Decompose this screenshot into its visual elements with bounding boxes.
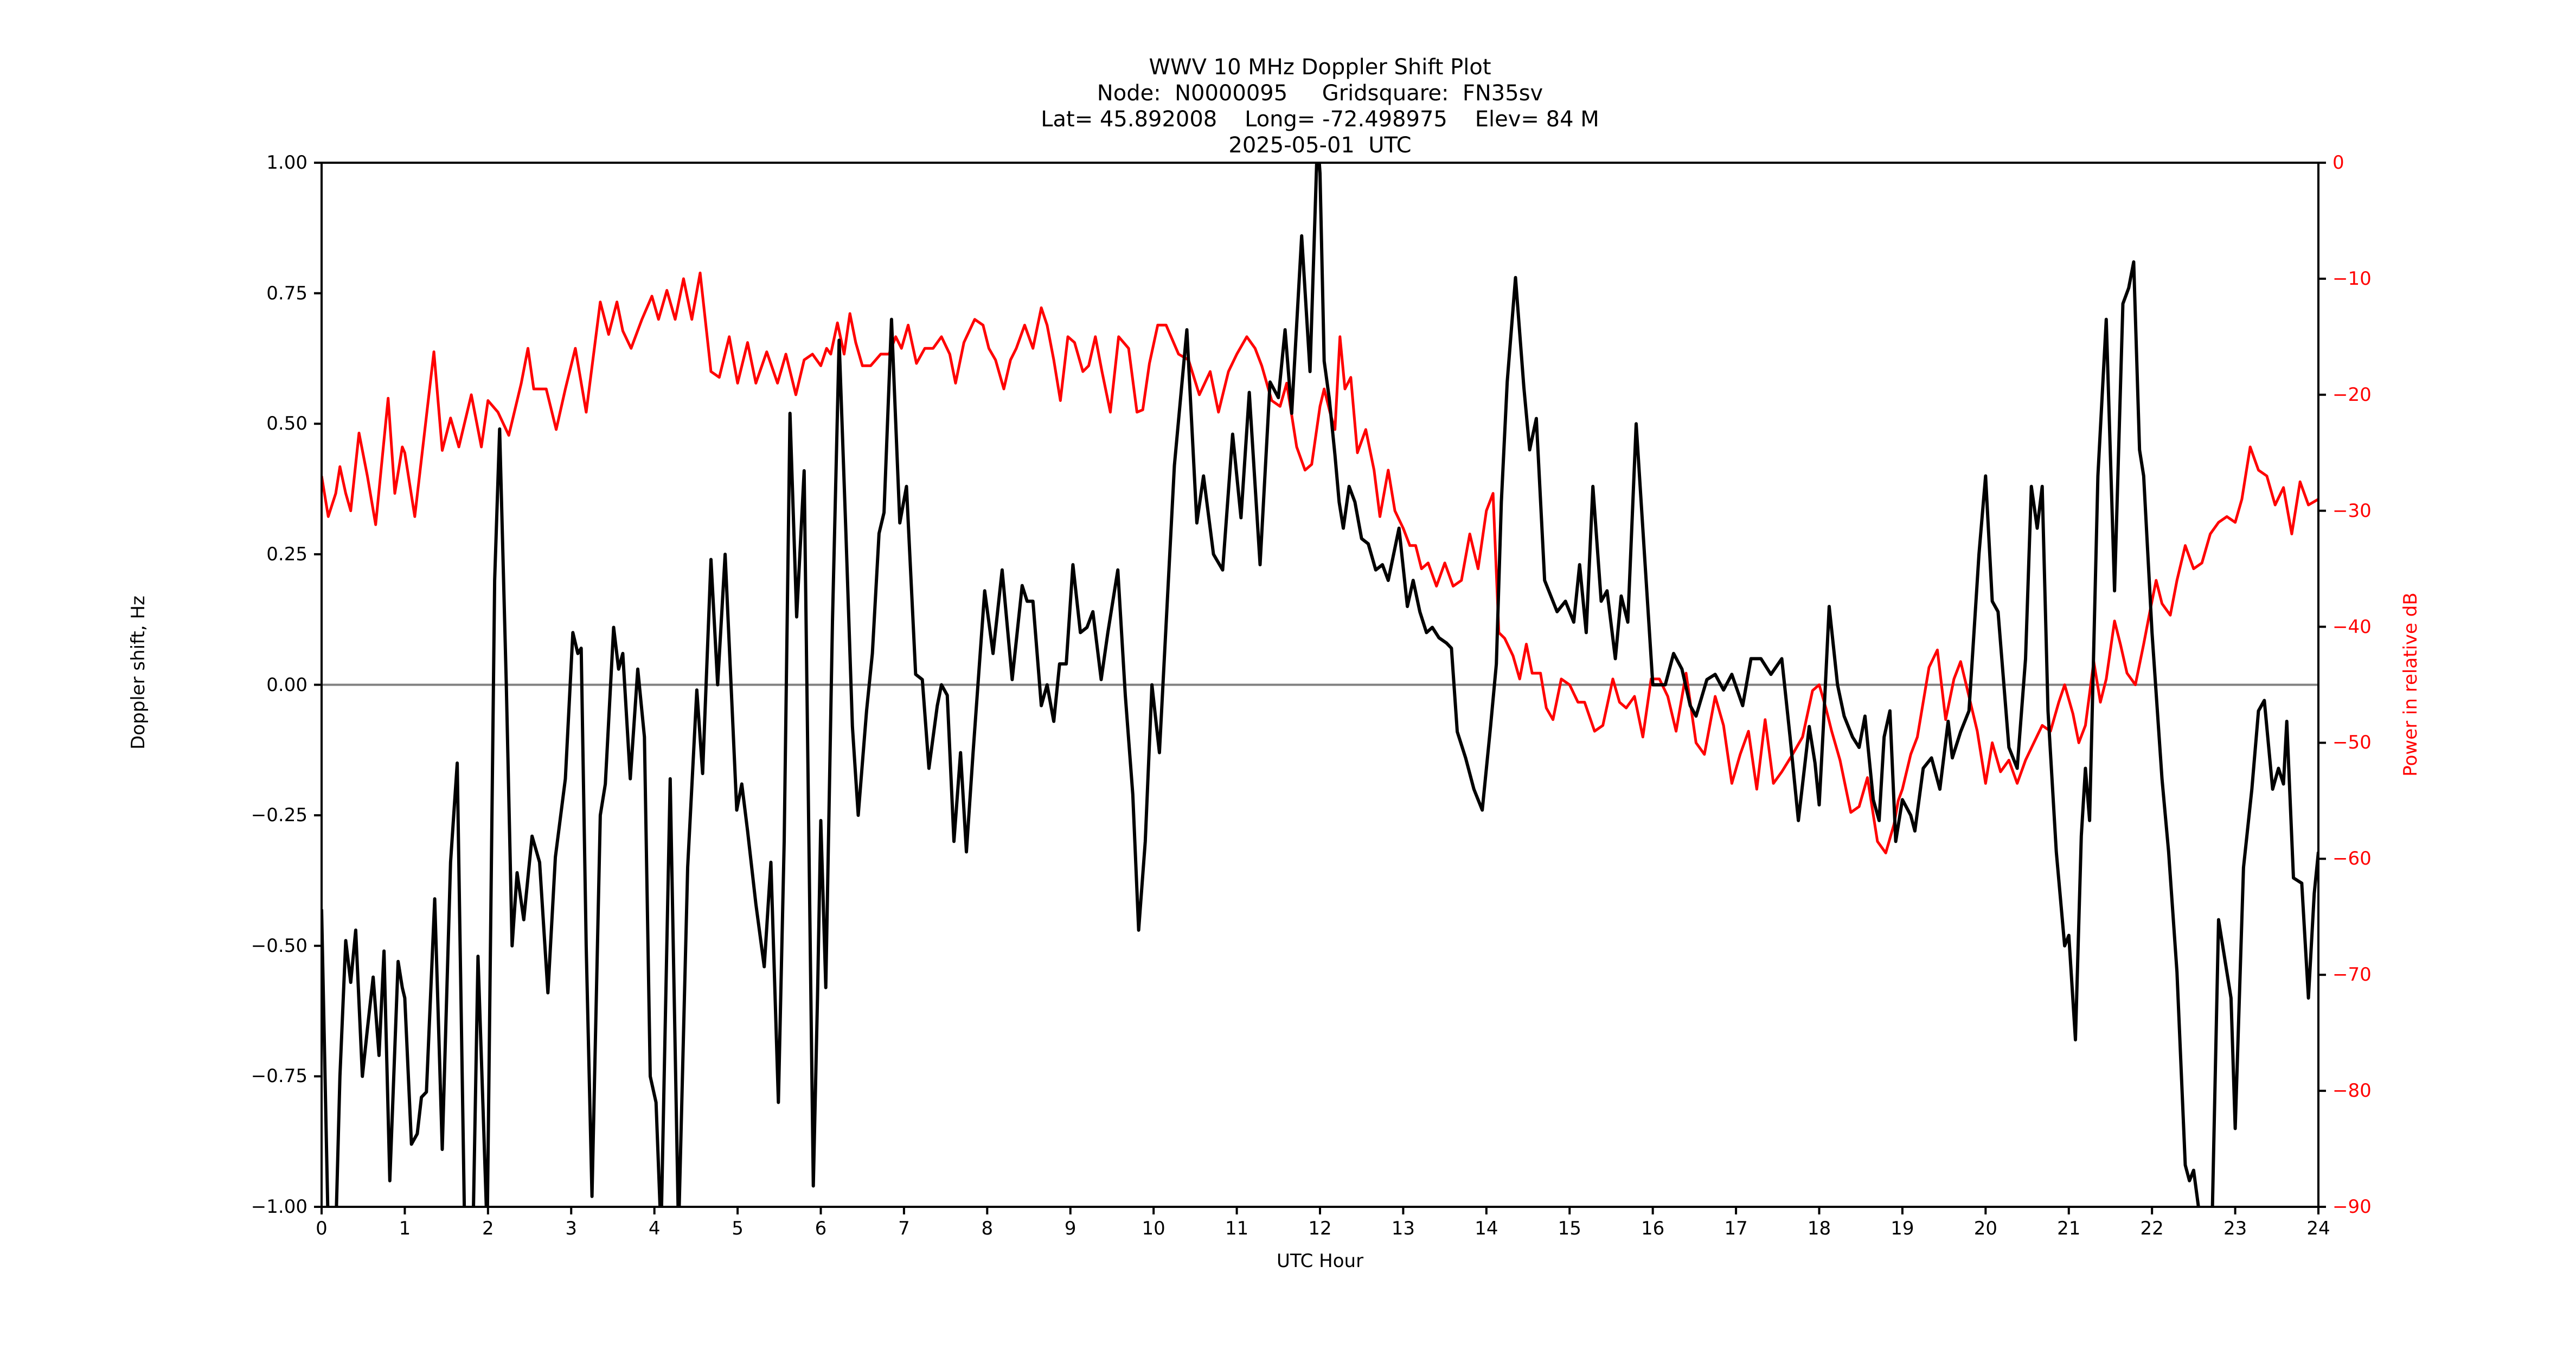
y-tick-left: 0.75 xyxy=(266,282,307,304)
y-axis-label-right: Power in relative dB xyxy=(2400,592,2421,777)
x-tick: 21 xyxy=(2057,1218,2081,1239)
y-tick-right: −40 xyxy=(2333,616,2372,638)
y-tick-left: −0.50 xyxy=(251,935,307,957)
y-tick-left: 1.00 xyxy=(266,152,307,174)
y-tick-left: −0.75 xyxy=(251,1065,307,1088)
y-tick-left: −0.25 xyxy=(251,804,307,827)
doppler-trace xyxy=(322,163,2318,1207)
y-tick-right: −30 xyxy=(2333,500,2372,522)
x-axis-label: UTC Hour xyxy=(1276,1250,1364,1272)
x-tick: 13 xyxy=(1391,1218,1415,1239)
x-tick: 10 xyxy=(1142,1218,1165,1239)
x-tick: 3 xyxy=(565,1218,578,1239)
x-tick: 16 xyxy=(1641,1218,1665,1239)
y-tick-left: 0.25 xyxy=(266,543,307,565)
x-tick: 17 xyxy=(1724,1218,1748,1239)
x-tick: 8 xyxy=(981,1218,994,1239)
y-tick-left: 0.50 xyxy=(266,413,307,435)
title-line-4: 2025-05-01 UTC xyxy=(1228,133,1412,158)
y-tick-left: 0.00 xyxy=(266,674,307,696)
x-tick: 24 xyxy=(2306,1218,2330,1239)
title-line-1: WWV 10 MHz Doppler Shift Plot xyxy=(1149,55,1491,80)
y-tick-right: −80 xyxy=(2333,1080,2372,1102)
x-tick: 9 xyxy=(1064,1218,1076,1239)
power-trace xyxy=(322,271,2318,855)
x-tick: 0 xyxy=(316,1218,328,1239)
y-tick-right: −10 xyxy=(2333,267,2372,290)
x-tick: 19 xyxy=(1891,1218,1914,1239)
axis-ticks xyxy=(314,162,2326,1214)
y-tick-right: −90 xyxy=(2333,1196,2372,1218)
title-line-2: Node: N0000095 Gridsquare: FN35sv xyxy=(1097,81,1543,106)
y-tick-right: −60 xyxy=(2333,848,2372,870)
x-tick: 22 xyxy=(2140,1218,2164,1239)
title-line-3: Lat= 45.892008 Long= -72.498975 Elev= 84… xyxy=(1041,107,1599,132)
x-tick: 12 xyxy=(1308,1218,1332,1239)
y-tick-right: 0 xyxy=(2333,152,2344,174)
y-tick-right: −50 xyxy=(2333,732,2372,754)
x-tick: 7 xyxy=(898,1218,910,1239)
x-tick: 5 xyxy=(732,1218,744,1239)
x-tick: 14 xyxy=(1475,1218,1498,1239)
chart-title: WWV 10 MHz Doppler Shift Plot Node: N000… xyxy=(0,54,2576,158)
y-tick-right: −70 xyxy=(2333,964,2372,986)
x-tick: 1 xyxy=(399,1218,411,1239)
y-tick-right: −20 xyxy=(2333,383,2372,406)
x-tick: 15 xyxy=(1558,1218,1581,1239)
x-tick: 18 xyxy=(1807,1218,1831,1239)
x-tick: 20 xyxy=(1973,1218,1997,1239)
x-tick: 23 xyxy=(2223,1218,2247,1239)
y-axis-label-left: Doppler shift, Hz xyxy=(127,596,149,750)
x-tick: 4 xyxy=(648,1218,661,1239)
x-tick: 6 xyxy=(815,1218,827,1239)
x-tick: 11 xyxy=(1225,1218,1249,1239)
y-tick-left: −1.00 xyxy=(251,1196,307,1218)
x-tick: 2 xyxy=(482,1218,494,1239)
